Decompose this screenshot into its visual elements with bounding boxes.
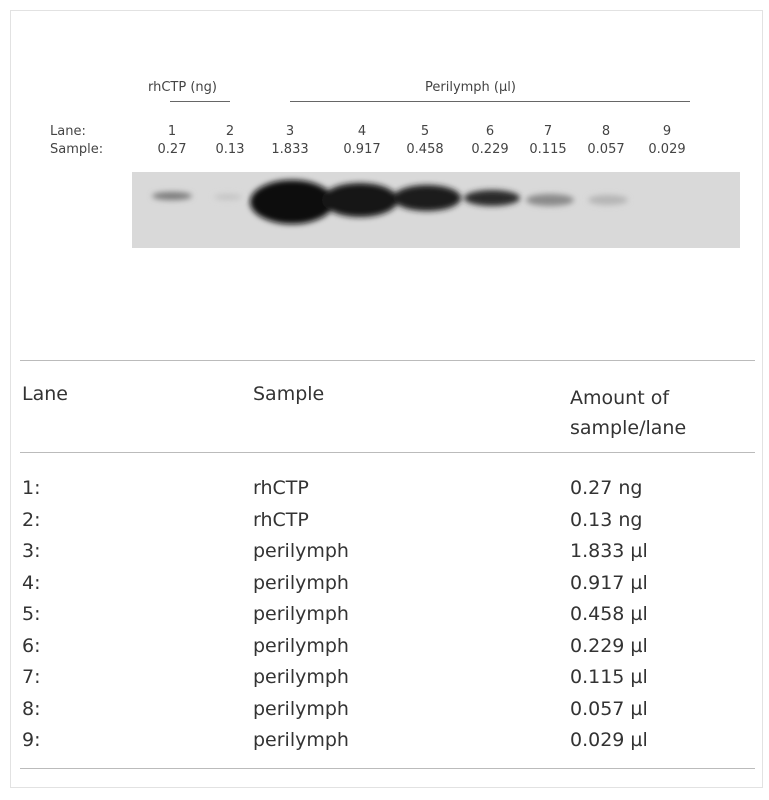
table-cell: 4: bbox=[22, 572, 41, 594]
sample-amount: 0.458 bbox=[406, 142, 443, 157]
lane-number: 3 bbox=[286, 124, 294, 139]
table-cell: 1: bbox=[22, 477, 41, 499]
group-label: Perilymph (µl) bbox=[425, 80, 516, 95]
column-header: Amount of sample/lane bbox=[570, 383, 730, 443]
table-cell: perilymph bbox=[253, 603, 349, 625]
table-cell: 7: bbox=[22, 666, 41, 688]
table-top-rule bbox=[20, 360, 755, 361]
lane-number: 4 bbox=[358, 124, 366, 139]
sample-amount: 0.917 bbox=[343, 142, 380, 157]
sample-amount: 0.057 bbox=[587, 142, 624, 157]
group-line bbox=[290, 101, 690, 102]
table-cell: 0.13 ng bbox=[570, 509, 642, 531]
table-cell: 0.27 ng bbox=[570, 477, 642, 499]
figure-page: rhCTP (ng) Perilymph (µl) Lane: Sample: … bbox=[0, 0, 769, 800]
blot-image bbox=[132, 172, 740, 248]
band bbox=[464, 190, 520, 206]
sample-row-label: Sample: bbox=[50, 142, 103, 157]
band bbox=[322, 183, 398, 217]
table-cell: rhCTP bbox=[253, 477, 309, 499]
lane-number: 5 bbox=[421, 124, 429, 139]
column-header: Lane bbox=[22, 383, 68, 405]
table-cell: rhCTP bbox=[253, 509, 309, 531]
table-cell: 8: bbox=[22, 698, 41, 720]
band bbox=[152, 192, 192, 200]
lane-row-label: Lane: bbox=[50, 124, 86, 139]
table-cell: 3: bbox=[22, 540, 41, 562]
band bbox=[250, 180, 334, 224]
band bbox=[393, 185, 461, 211]
header-rule bbox=[20, 452, 755, 453]
sample-amount: 0.115 bbox=[529, 142, 566, 157]
band bbox=[526, 194, 574, 206]
table-bottom-rule bbox=[20, 768, 755, 769]
band bbox=[588, 195, 628, 205]
band bbox=[214, 194, 242, 200]
lane-number: 2 bbox=[226, 124, 234, 139]
table-cell: 6: bbox=[22, 635, 41, 657]
sample-amount: 0.229 bbox=[471, 142, 508, 157]
table-cell: 9: bbox=[22, 729, 41, 751]
table-cell: perilymph bbox=[253, 540, 349, 562]
table-cell: 1.833 µl bbox=[570, 540, 648, 562]
lane-number: 6 bbox=[486, 124, 494, 139]
group-label: rhCTP (ng) bbox=[148, 80, 217, 95]
table-cell: 2: bbox=[22, 509, 41, 531]
sample-amount: 0.13 bbox=[216, 142, 245, 157]
table-cell: 0.917 µl bbox=[570, 572, 648, 594]
sample-amount: 1.833 bbox=[271, 142, 308, 157]
table-cell: 0.057 µl bbox=[570, 698, 648, 720]
table-cell: perilymph bbox=[253, 729, 349, 751]
table-cell: 0.029 µl bbox=[570, 729, 648, 751]
column-header: Sample bbox=[253, 383, 324, 405]
table-cell: perilymph bbox=[253, 635, 349, 657]
lane-number: 8 bbox=[602, 124, 610, 139]
table-cell: perilymph bbox=[253, 666, 349, 688]
lane-number: 7 bbox=[544, 124, 552, 139]
lane-number: 9 bbox=[663, 124, 671, 139]
table-cell: 0.229 µl bbox=[570, 635, 648, 657]
lane-number: 1 bbox=[168, 124, 176, 139]
table-cell: perilymph bbox=[253, 698, 349, 720]
table-cell: 0.115 µl bbox=[570, 666, 648, 688]
table-cell: perilymph bbox=[253, 572, 349, 594]
group-line bbox=[170, 101, 230, 102]
table-cell: 5: bbox=[22, 603, 41, 625]
sample-amount: 0.029 bbox=[648, 142, 685, 157]
table-cell: 0.458 µl bbox=[570, 603, 648, 625]
sample-amount: 0.27 bbox=[158, 142, 187, 157]
